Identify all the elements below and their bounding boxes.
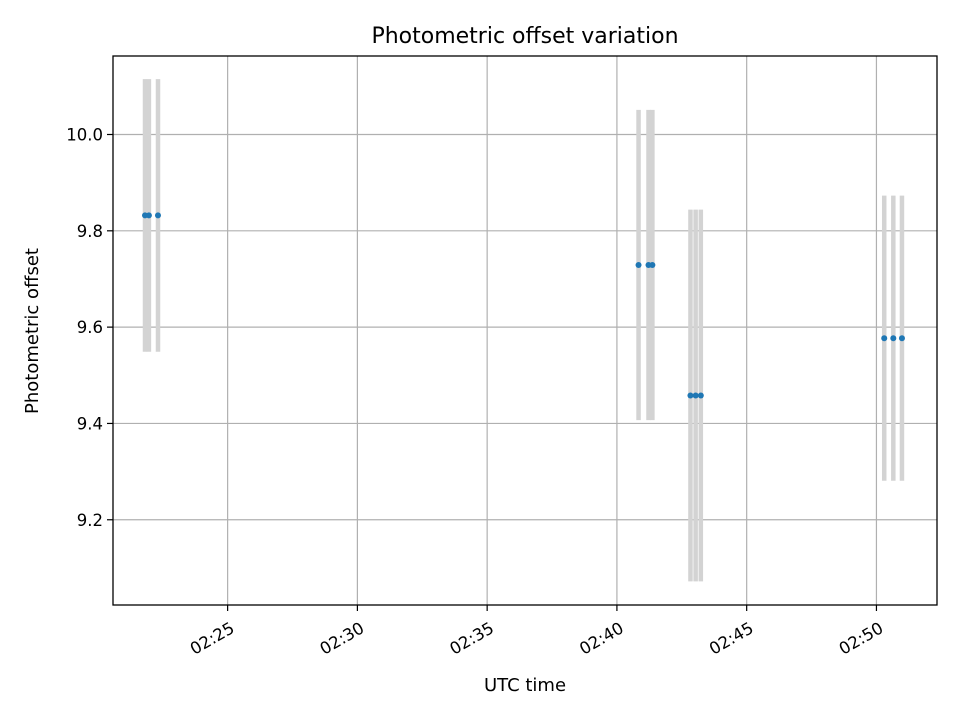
data-point [635,262,642,269]
x-tick-label: 02:25 [187,618,238,658]
data-point [881,335,888,342]
x-tick-label: 02:30 [317,618,368,658]
data-point [687,392,694,399]
plot-frame [112,55,938,606]
data-point [154,212,161,219]
x-tick-label: 02:45 [706,618,757,658]
x-tick-label: 02:40 [576,618,627,658]
data-point [145,212,152,219]
data-point [649,262,656,269]
data-point [697,392,704,399]
data-point [898,335,905,342]
data-point [692,392,699,399]
y-axis-ticks: 9.2 9.4 9.6 9.8 10.0 [66,125,113,530]
y-tick-label: 9.8 [77,222,103,241]
error-bars [142,79,905,582]
chart-title: Photometric offset variation [371,24,678,49]
data-points [142,212,905,399]
data-point [890,335,897,342]
x-axis-label: UTC time [484,675,566,696]
grid [113,56,937,605]
y-axis-label: Photometric offset [22,248,43,414]
x-axis-ticks: 02:25 02:30 02:35 02:40 02:45 02:50 [187,605,887,659]
y-tick-label: 9.6 [77,318,103,337]
x-tick-label: 02:50 [836,618,887,658]
y-tick-label: 10.0 [66,125,103,144]
y-tick-label: 9.2 [77,511,103,530]
y-tick-label: 9.4 [77,414,103,433]
x-tick-label: 02:35 [446,618,497,658]
